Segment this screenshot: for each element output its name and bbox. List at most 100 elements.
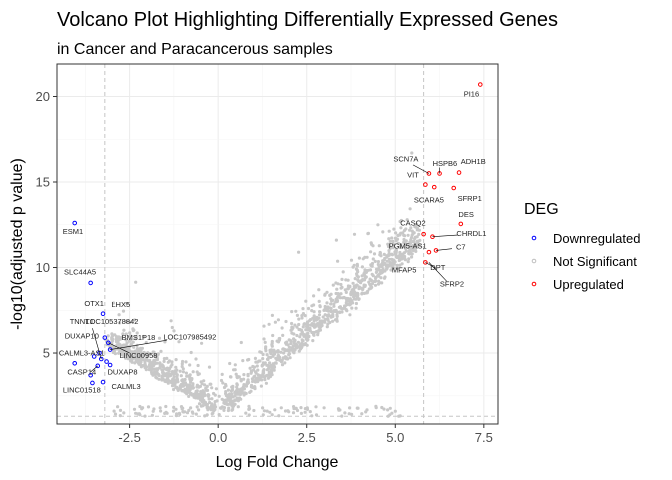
- not-significant-point: [143, 414, 147, 418]
- not-significant-point: [410, 252, 414, 256]
- not-significant-point: [350, 306, 354, 310]
- not-significant-point: [204, 402, 208, 407]
- not-significant-point: [239, 340, 243, 345]
- not-significant-point: [374, 270, 378, 274]
- not-significant-point: [361, 257, 365, 261]
- grid-lines: [57, 64, 498, 424]
- downregulated-point: [107, 362, 113, 368]
- not-significant-point: [270, 313, 274, 317]
- not-significant-point: [226, 408, 230, 413]
- not-significant-point: [405, 242, 409, 246]
- not-significant-point: [121, 332, 125, 336]
- not-significant-point: [135, 356, 139, 360]
- not-significant-point: [318, 327, 322, 331]
- not-significant-point: [388, 263, 392, 267]
- not-significant-point: [276, 354, 280, 358]
- x-axis-ticks: -2.5 0.0 2.5 5.0 7.5: [118, 424, 493, 445]
- not-significant-point: [158, 365, 162, 369]
- not-significant-point: [181, 379, 185, 383]
- not-significant-point: [170, 370, 174, 374]
- not-significant-point: [200, 341, 204, 345]
- not-significant-point: [265, 353, 269, 357]
- not-significant-point: [392, 262, 396, 266]
- not-significant-point: [227, 398, 232, 402]
- not-significant-point: [208, 400, 212, 405]
- x-tick-label: 5.0: [386, 430, 404, 445]
- not-significant-point: [132, 407, 137, 411]
- not-significant-point: [290, 327, 294, 331]
- not-significant-point: [325, 325, 329, 329]
- chart-subtitle: in Cancer and Paracancerous samples: [57, 41, 333, 58]
- not-significant-point: [246, 358, 250, 362]
- not-significant-point: [270, 339, 274, 344]
- not-significant-point: [181, 389, 185, 393]
- not-significant-point: [191, 370, 195, 374]
- not-significant-point: [344, 278, 348, 282]
- not-significant-point: [328, 293, 332, 297]
- gene-label: LHX5: [111, 300, 130, 309]
- not-significant-point: [167, 359, 172, 363]
- not-significant-point: [322, 406, 326, 410]
- not-significant-point: [200, 382, 204, 386]
- not-significant-point: [383, 275, 387, 279]
- gene-label: CALML3-AS1: [59, 349, 105, 358]
- not-significant-point: [141, 364, 145, 368]
- not-significant-point: [411, 240, 415, 244]
- not-significant-point: [242, 383, 246, 387]
- not-significant-point: [270, 349, 274, 353]
- not-significant-point: [297, 317, 301, 321]
- not-significant-point: [250, 385, 254, 389]
- not-significant-point: [131, 355, 136, 359]
- not-significant-point: [386, 408, 390, 412]
- not-significant-point: [128, 349, 132, 353]
- not-significant-point: [194, 412, 198, 416]
- not-significant-point: [121, 309, 126, 313]
- not-significant-point: [174, 407, 178, 411]
- not-significant-point: [172, 329, 176, 333]
- not-significant-point: [306, 328, 310, 332]
- not-significant-point: [323, 304, 327, 309]
- legend-key-upregulated: [531, 281, 537, 287]
- not-significant-point: [382, 407, 386, 411]
- not-significant-point: [162, 359, 166, 363]
- not-significant-point: [118, 321, 122, 325]
- not-significant-point: [205, 413, 209, 417]
- not-significant-point: [229, 389, 233, 393]
- not-significant-point: [233, 363, 237, 367]
- not-significant-point: [268, 374, 272, 378]
- not-significant-point: [299, 411, 303, 415]
- not-significant-point: [200, 391, 205, 395]
- not-significant-point: [331, 319, 335, 323]
- not-significant-point: [260, 375, 264, 379]
- not-significant-point: [233, 402, 237, 406]
- not-significant-point: [290, 321, 294, 326]
- not-significant-point: [212, 391, 216, 396]
- not-significant-point: [207, 397, 211, 401]
- x-tick-label: 2.5: [298, 430, 316, 445]
- not-significant-point: [291, 347, 295, 351]
- not-significant-point: [139, 346, 143, 350]
- not-significant-point: [376, 274, 380, 278]
- not-significant-point: [305, 320, 309, 324]
- not-significant-point: [140, 357, 145, 362]
- not-significant-point: [292, 340, 296, 345]
- not-significant-point: [214, 387, 218, 391]
- not-significant-point: [302, 334, 306, 338]
- not-significant-point: [335, 287, 339, 291]
- not-significant-point: [224, 382, 228, 387]
- not-significant-point: [282, 351, 286, 355]
- not-significant-point: [338, 310, 342, 314]
- not-significant-point: [179, 405, 184, 409]
- not-significant-point: [221, 381, 225, 385]
- not-significant-point: [206, 394, 210, 398]
- not-significant-point: [261, 406, 265, 410]
- not-significant-point: [264, 349, 268, 353]
- not-significant-point: [257, 359, 261, 363]
- gene-label-leader: [428, 262, 447, 282]
- not-significant-point: [263, 340, 267, 344]
- not-significant-point: [190, 378, 194, 382]
- not-significant-point: [132, 328, 136, 332]
- not-significant-point: [134, 335, 138, 339]
- not-significant-point: [153, 367, 157, 371]
- not-significant-point: [150, 372, 154, 376]
